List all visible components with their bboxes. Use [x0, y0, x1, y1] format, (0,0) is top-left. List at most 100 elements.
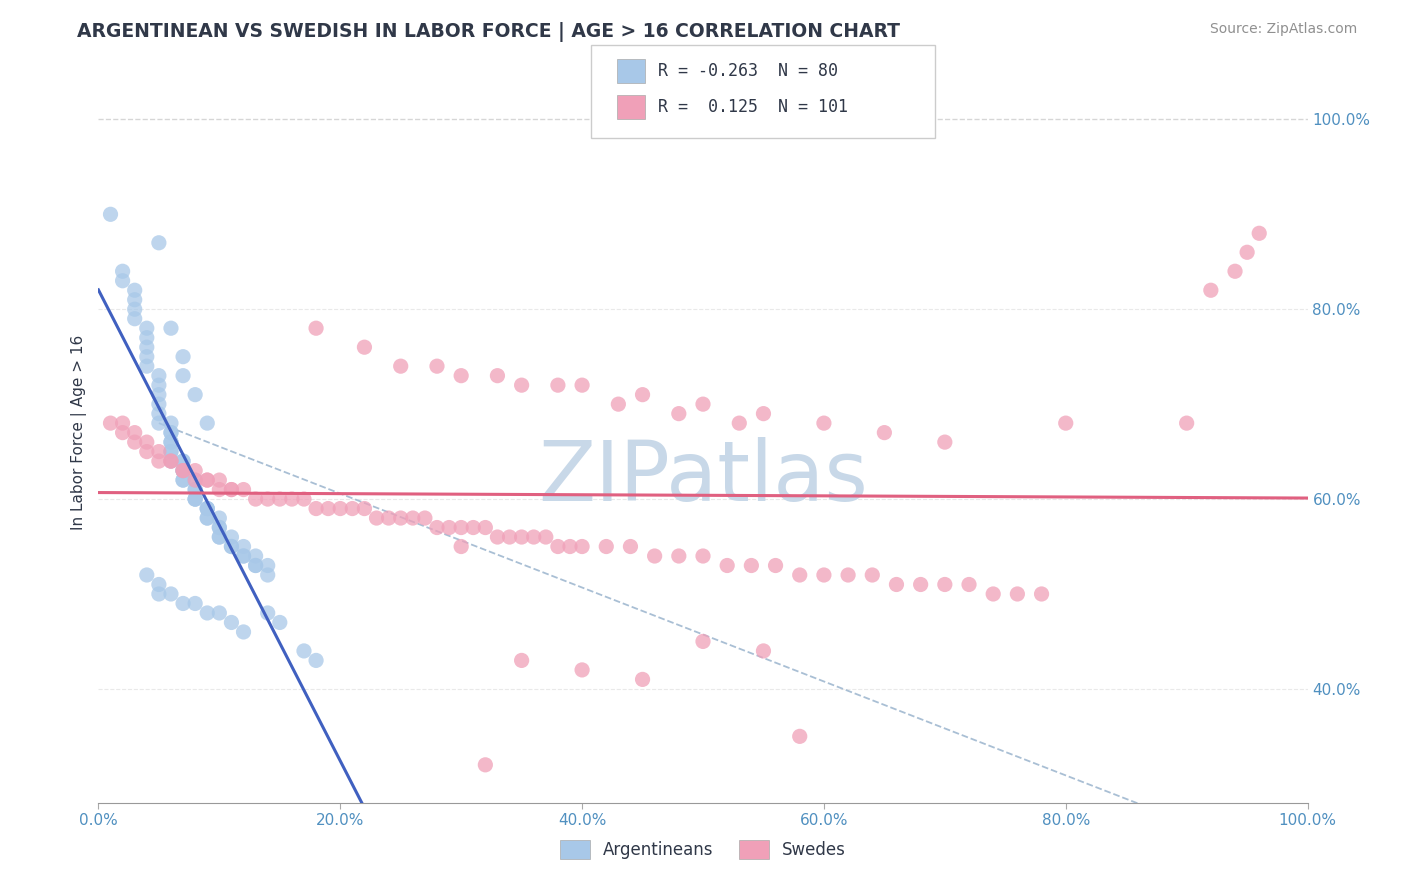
Point [195, 501, 218, 516]
Point [934, 435, 956, 450]
Point [245, 491, 267, 506]
Point [571, 663, 593, 677]
Point [305, 321, 328, 335]
Point [510, 378, 533, 392]
Point [172, 454, 194, 468]
Point [160, 444, 183, 458]
Point [124, 425, 146, 440]
Point [135, 568, 157, 582]
Point [184, 597, 207, 611]
Point [1031, 587, 1053, 601]
Point [208, 483, 231, 497]
Text: ARGENTINEAN VS SWEDISH IN LABOR FORCE | AGE > 16 CORRELATION CHART: ARGENTINEAN VS SWEDISH IN LABOR FORCE | … [77, 22, 900, 42]
Point [256, 606, 278, 620]
Point [172, 464, 194, 478]
Point [728, 416, 751, 430]
Point [124, 311, 146, 326]
Point [558, 540, 581, 554]
Point [668, 407, 690, 421]
Point [740, 558, 762, 573]
Point [765, 558, 787, 573]
Point [523, 530, 546, 544]
Point [486, 530, 509, 544]
Point [269, 615, 291, 630]
Point [135, 350, 157, 364]
Point [281, 491, 304, 506]
Point [148, 587, 170, 601]
Point [981, 587, 1004, 601]
Point [135, 321, 157, 335]
Point [510, 653, 533, 667]
Point [402, 511, 425, 525]
Point [100, 207, 122, 221]
Text: ZIPatlas: ZIPatlas [538, 436, 868, 517]
Point [256, 568, 278, 582]
Point [245, 558, 267, 573]
Point [1199, 283, 1222, 297]
Point [437, 520, 460, 534]
Point [172, 464, 194, 478]
Point [353, 501, 375, 516]
Point [184, 473, 207, 487]
Point [135, 444, 157, 458]
Point [111, 416, 134, 430]
Point [148, 416, 170, 430]
Point [486, 368, 509, 383]
Point [232, 540, 254, 554]
Point [353, 340, 375, 354]
Point [184, 483, 207, 497]
Point [184, 483, 207, 497]
Point [148, 378, 170, 392]
Point [232, 549, 254, 563]
Point [148, 368, 170, 383]
Point [195, 473, 218, 487]
Point [316, 501, 339, 516]
Point [232, 483, 254, 497]
Point [195, 606, 218, 620]
Point [837, 568, 859, 582]
Point [195, 416, 218, 430]
Point [160, 587, 183, 601]
Point [172, 464, 194, 478]
Point [329, 501, 352, 516]
Point [208, 606, 231, 620]
Point [208, 520, 231, 534]
Point [160, 416, 183, 430]
Point [195, 501, 218, 516]
Point [172, 597, 194, 611]
Point [148, 577, 170, 591]
Point [195, 511, 218, 525]
Point [208, 520, 231, 534]
Point [232, 549, 254, 563]
Point [221, 483, 243, 497]
Point [571, 378, 593, 392]
Point [184, 464, 207, 478]
Point [160, 454, 183, 468]
Point [389, 359, 412, 374]
Point [111, 274, 134, 288]
Point [172, 350, 194, 364]
Point [148, 407, 170, 421]
Point [135, 331, 157, 345]
Point [668, 549, 690, 563]
Point [160, 435, 183, 450]
Point [413, 511, 436, 525]
Point [172, 454, 194, 468]
Point [510, 530, 533, 544]
Point [124, 283, 146, 297]
Point [232, 624, 254, 639]
Point [208, 473, 231, 487]
Point [474, 757, 496, 772]
Point [474, 520, 496, 534]
Point [644, 549, 666, 563]
Point [886, 577, 908, 591]
Point [221, 615, 243, 630]
Point [184, 491, 207, 506]
Point [148, 454, 170, 468]
Point [910, 577, 932, 591]
Point [195, 473, 218, 487]
Point [160, 425, 183, 440]
Point [813, 568, 835, 582]
Point [160, 454, 183, 468]
Point [148, 444, 170, 458]
